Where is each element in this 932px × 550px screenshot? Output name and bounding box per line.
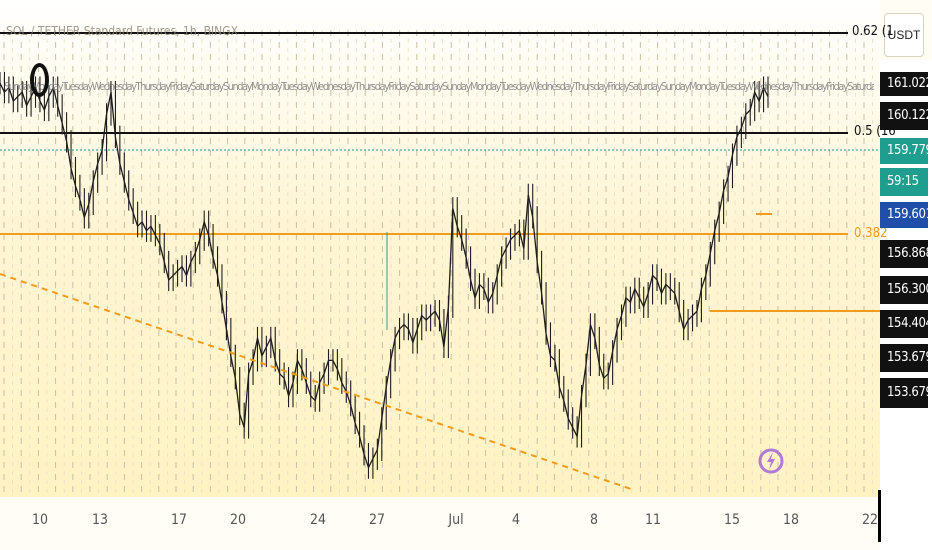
fib-label-0-382: 0.382 bbox=[854, 226, 888, 241]
scroll-end-marker[interactable] bbox=[878, 490, 881, 542]
date-tick-label: Jul bbox=[448, 512, 464, 528]
weekday-labels: SundayMondayTuesdayWednesdayThursdayFrid… bbox=[4, 80, 874, 93]
fib-label-0-62: 0.62 (1 bbox=[852, 24, 894, 39]
price-badge: 59:15 bbox=[880, 168, 928, 196]
date-tick-label: 15 bbox=[723, 512, 741, 528]
ring-marker-icon bbox=[30, 63, 49, 97]
date-tick-label: 8 bbox=[589, 512, 599, 528]
date-tick-label: 24 bbox=[309, 512, 327, 528]
time-axis[interactable] bbox=[0, 497, 880, 550]
chart-background bbox=[0, 0, 880, 497]
unit-selector-button[interactable]: USDT bbox=[884, 13, 924, 57]
lightning-icon[interactable] bbox=[757, 443, 785, 479]
price-badge: 153.6797 bbox=[880, 344, 932, 372]
price-badge: 156.3008 bbox=[880, 276, 932, 304]
price-badge: 154.4048 bbox=[880, 310, 932, 338]
date-tick-label: 13 bbox=[91, 512, 109, 528]
price-badge: 159.7799 bbox=[880, 138, 932, 164]
date-tick-label: 4 bbox=[511, 512, 521, 528]
date-tick-label: 20 bbox=[229, 512, 247, 528]
trendline-dashed[interactable] bbox=[0, 273, 635, 491]
date-tick-label: 10 bbox=[31, 512, 49, 528]
price-line bbox=[0, 82, 769, 470]
date-tick-label: 11 bbox=[644, 512, 662, 528]
price-badge: 159.6012 bbox=[880, 202, 932, 228]
price-series bbox=[0, 72, 769, 479]
date-tick-label: 17 bbox=[170, 512, 188, 528]
date-tick-label: 27 bbox=[368, 512, 386, 528]
date-tick-label: 18 bbox=[782, 512, 800, 528]
date-tick-label: 22 bbox=[861, 512, 879, 528]
vertical-gridlines bbox=[3, 30, 873, 495]
drawings bbox=[0, 273, 635, 491]
fib-retracement-lines bbox=[0, 32, 880, 312]
symbol-header: SOL / TETHER Standard Futures, 1h, BINGX bbox=[6, 24, 239, 38]
price-badge: 160.1223 bbox=[880, 102, 932, 130]
price-badge: 153.6797 bbox=[880, 378, 932, 408]
